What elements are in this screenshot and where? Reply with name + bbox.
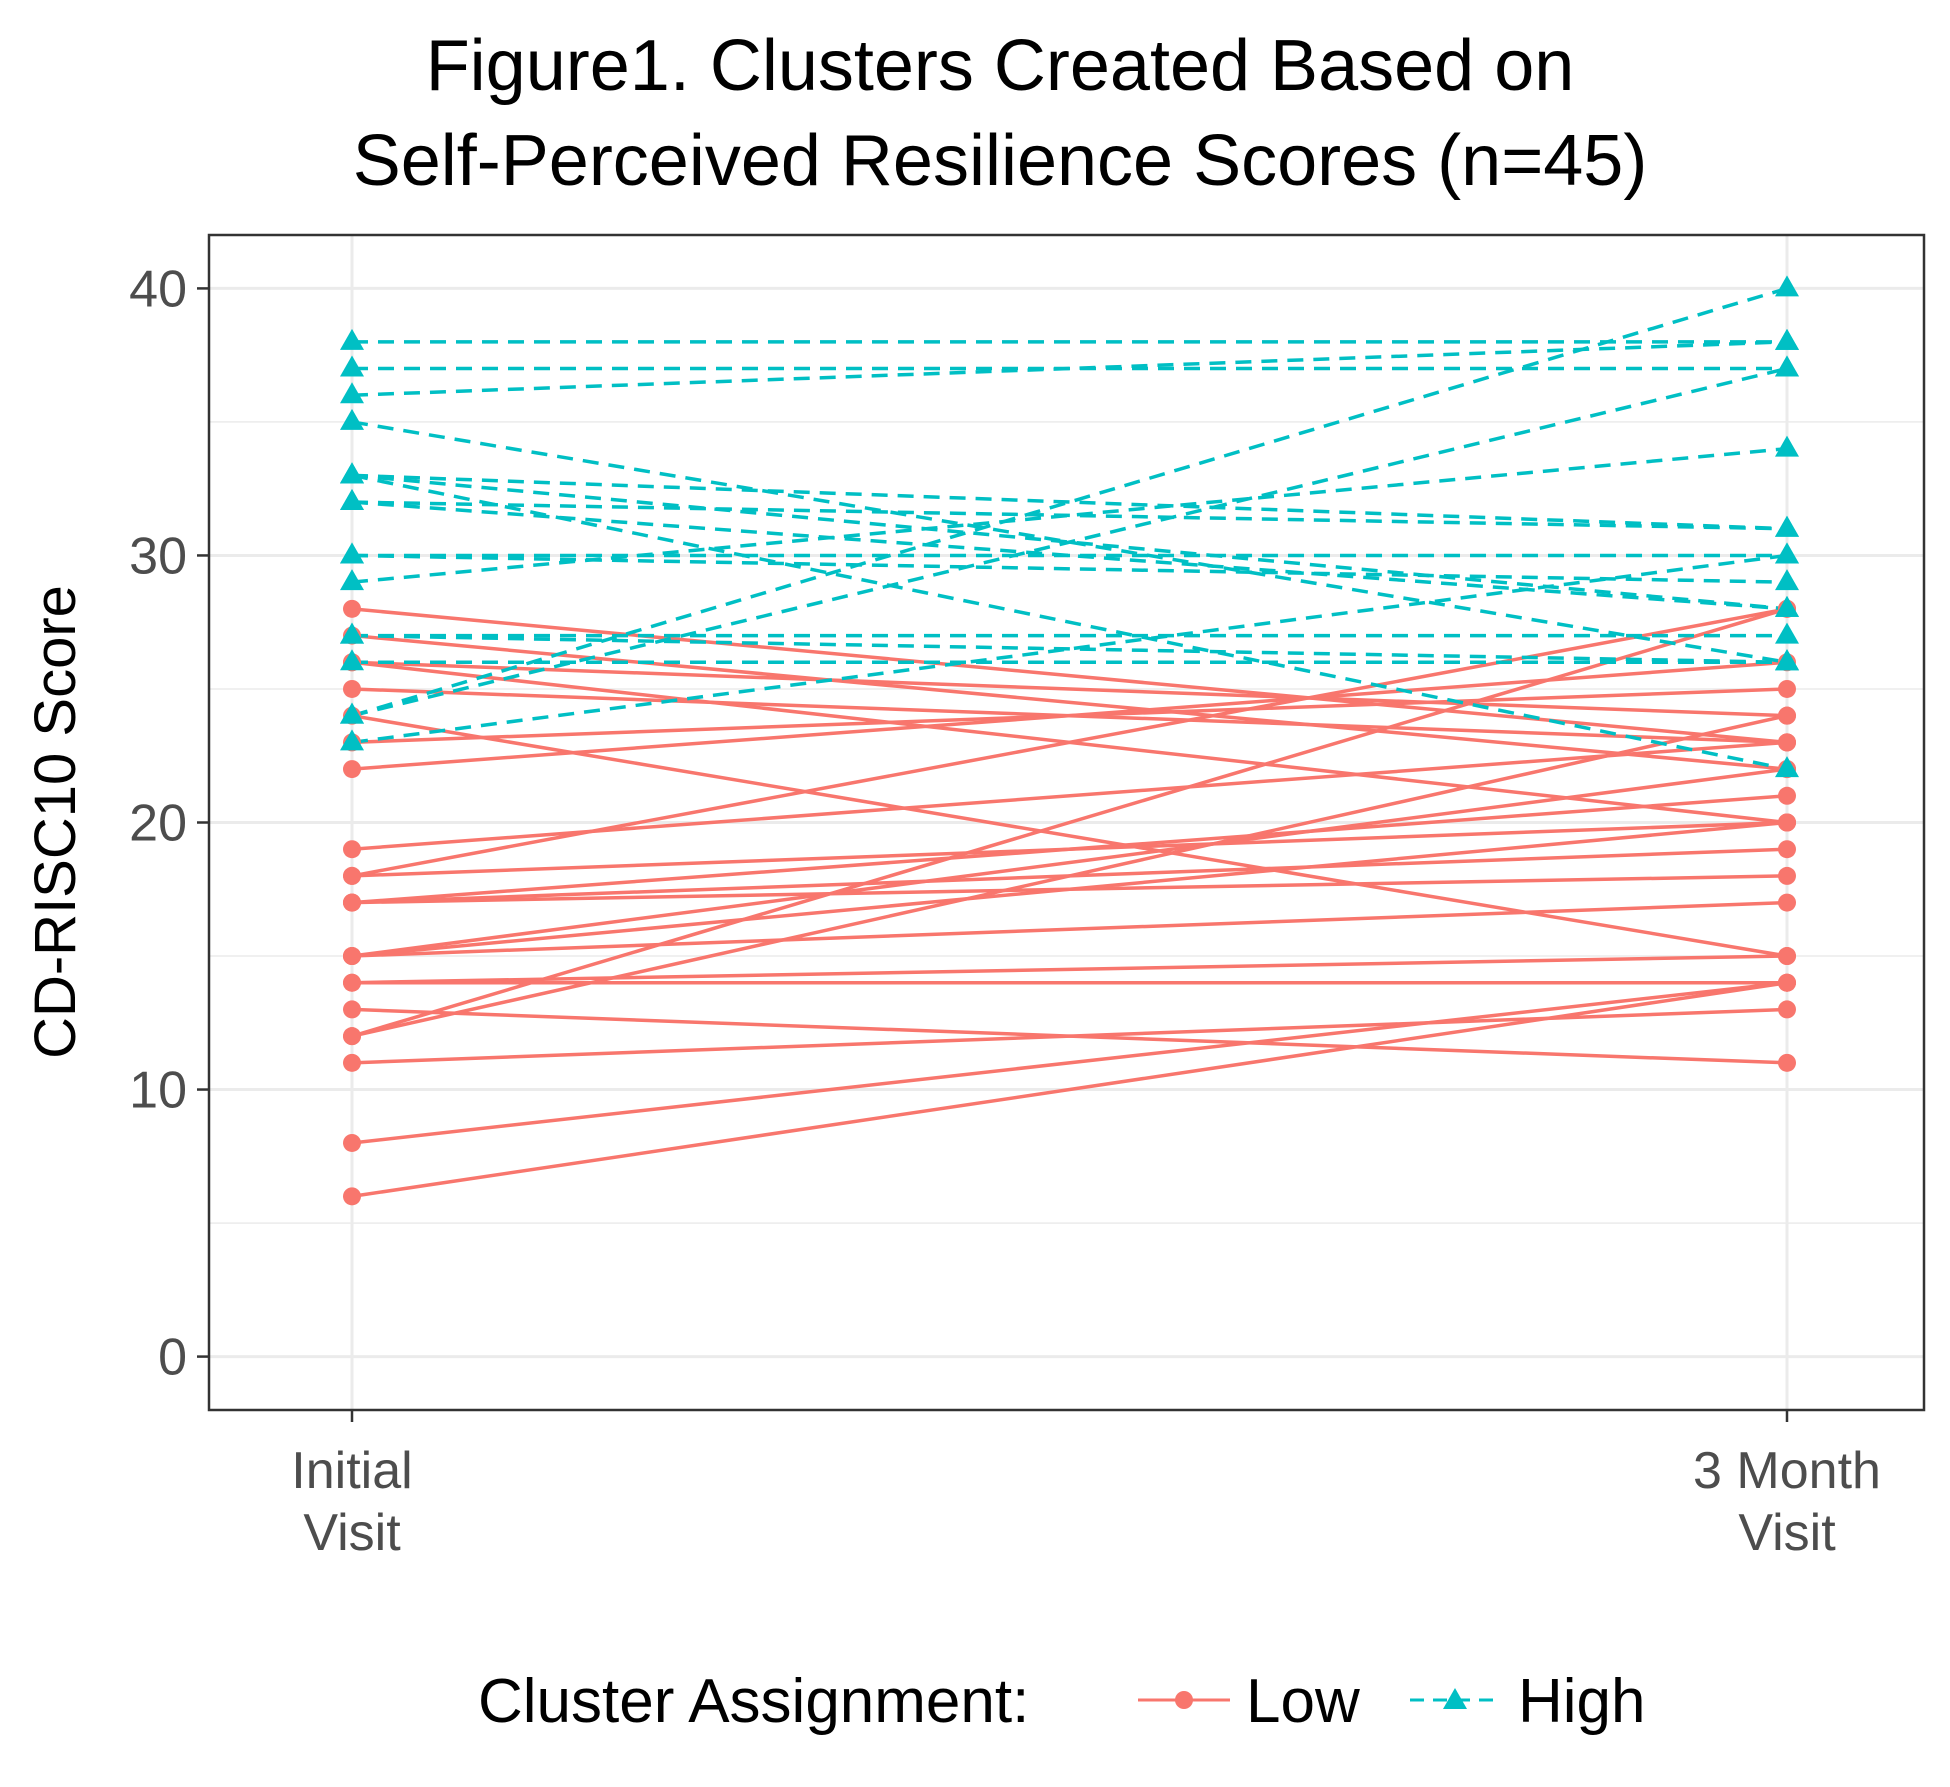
point-high [340, 542, 364, 564]
point-high [340, 702, 364, 724]
series-line-high [351, 473, 1788, 531]
series-line-low [351, 607, 1788, 878]
point-high [1775, 515, 1799, 537]
y-tick-label: 0 [158, 1329, 187, 1387]
series-line-low [351, 980, 1788, 1145]
point-high [1775, 595, 1799, 617]
point-low [1778, 706, 1796, 725]
series-line-low [351, 660, 1788, 718]
point-high [1775, 275, 1799, 297]
series-line-low [351, 980, 1788, 1199]
series-line-high [351, 553, 1788, 584]
point-low [1778, 866, 1796, 885]
point-low [343, 1133, 361, 1152]
series-line-low [351, 794, 1788, 905]
y-axis-title: CD-RISC10 Score [23, 585, 88, 1059]
point-high [340, 729, 364, 751]
x-tick-label: Initial [291, 1442, 412, 1500]
point-high [1775, 569, 1799, 591]
point-high [340, 622, 364, 644]
series-line-low [351, 607, 1788, 1038]
series-line-low [351, 713, 1788, 1038]
point-low [1778, 679, 1796, 698]
point-low [343, 840, 361, 859]
series-line-high [351, 633, 1788, 665]
y-tick-label: 40 [129, 260, 187, 318]
point-high [340, 489, 364, 511]
point-low [1778, 733, 1796, 752]
series-line-high [351, 446, 1788, 584]
point-low [1778, 840, 1796, 859]
point-high [1775, 355, 1799, 377]
series-line-low [351, 900, 1788, 958]
point-low [343, 1000, 361, 1019]
series-line-low [351, 954, 1788, 985]
legend-low-marker [1175, 1691, 1193, 1709]
point-low [1778, 947, 1796, 966]
y-tick-label: 10 [129, 1062, 187, 1120]
chart-title-line-1: Figure1. Clusters Created Based on [426, 26, 1575, 106]
point-low [343, 866, 361, 885]
point-low [343, 893, 361, 912]
series-line-low [351, 767, 1788, 958]
point-low [343, 679, 361, 698]
point-low [1778, 1000, 1796, 1019]
legend-low-label: Low [1246, 1667, 1360, 1736]
point-high [1775, 622, 1799, 644]
series-line-high [351, 553, 1788, 745]
point-low [343, 973, 361, 992]
legend-high-marker [1443, 1688, 1467, 1709]
series-line-high [351, 500, 1788, 611]
point-high [340, 328, 364, 350]
point-high [340, 408, 364, 430]
point-high [1775, 435, 1799, 457]
point-low [1778, 813, 1796, 832]
y-tick-label: 30 [129, 527, 187, 585]
series-line-high [351, 366, 1788, 718]
point-low [1778, 973, 1796, 992]
point-high [340, 649, 364, 671]
point-low [1778, 786, 1796, 805]
point-high [1775, 328, 1799, 350]
series-line-low [351, 820, 1788, 958]
point-high [340, 462, 364, 484]
x-tick-label: Visit [303, 1504, 401, 1562]
point-low [343, 947, 361, 966]
point-high [1775, 649, 1799, 671]
x-tick-label: 3 Month [1693, 1442, 1881, 1500]
point-high [1775, 756, 1799, 778]
series-line-low [351, 633, 1788, 771]
series-line-low [351, 607, 1788, 745]
point-high [340, 355, 364, 377]
legend: Cluster Assignment: Low High [478, 1667, 1646, 1736]
series-line-high [351, 500, 1788, 531]
point-high [340, 569, 364, 591]
point-high [340, 382, 364, 404]
point-low [343, 1053, 361, 1072]
point-low [343, 599, 361, 618]
series-lines [351, 286, 1788, 1199]
point-low [343, 1187, 361, 1206]
series-line-high [351, 340, 1788, 397]
point-low [1778, 893, 1796, 912]
legend-high-label: High [1518, 1667, 1646, 1736]
series-line-high [351, 420, 1788, 664]
y-tick-label: 20 [129, 795, 187, 853]
series-line-low [351, 713, 1788, 958]
point-low [343, 1027, 361, 1046]
legend-title: Cluster Assignment: [478, 1667, 1029, 1736]
point-high [1775, 542, 1799, 564]
y-axis: 0 10 20 30 40 [129, 260, 209, 1387]
x-tick-label: Visit [1738, 1504, 1836, 1562]
series-line-high [351, 473, 1788, 771]
series-points [340, 275, 1799, 1206]
point-low [343, 760, 361, 779]
point-low [1778, 1053, 1796, 1072]
chart-title-line-2: Self-Perceived Resilience Scores (n=45) [353, 121, 1648, 201]
series-line-high [351, 286, 1788, 718]
